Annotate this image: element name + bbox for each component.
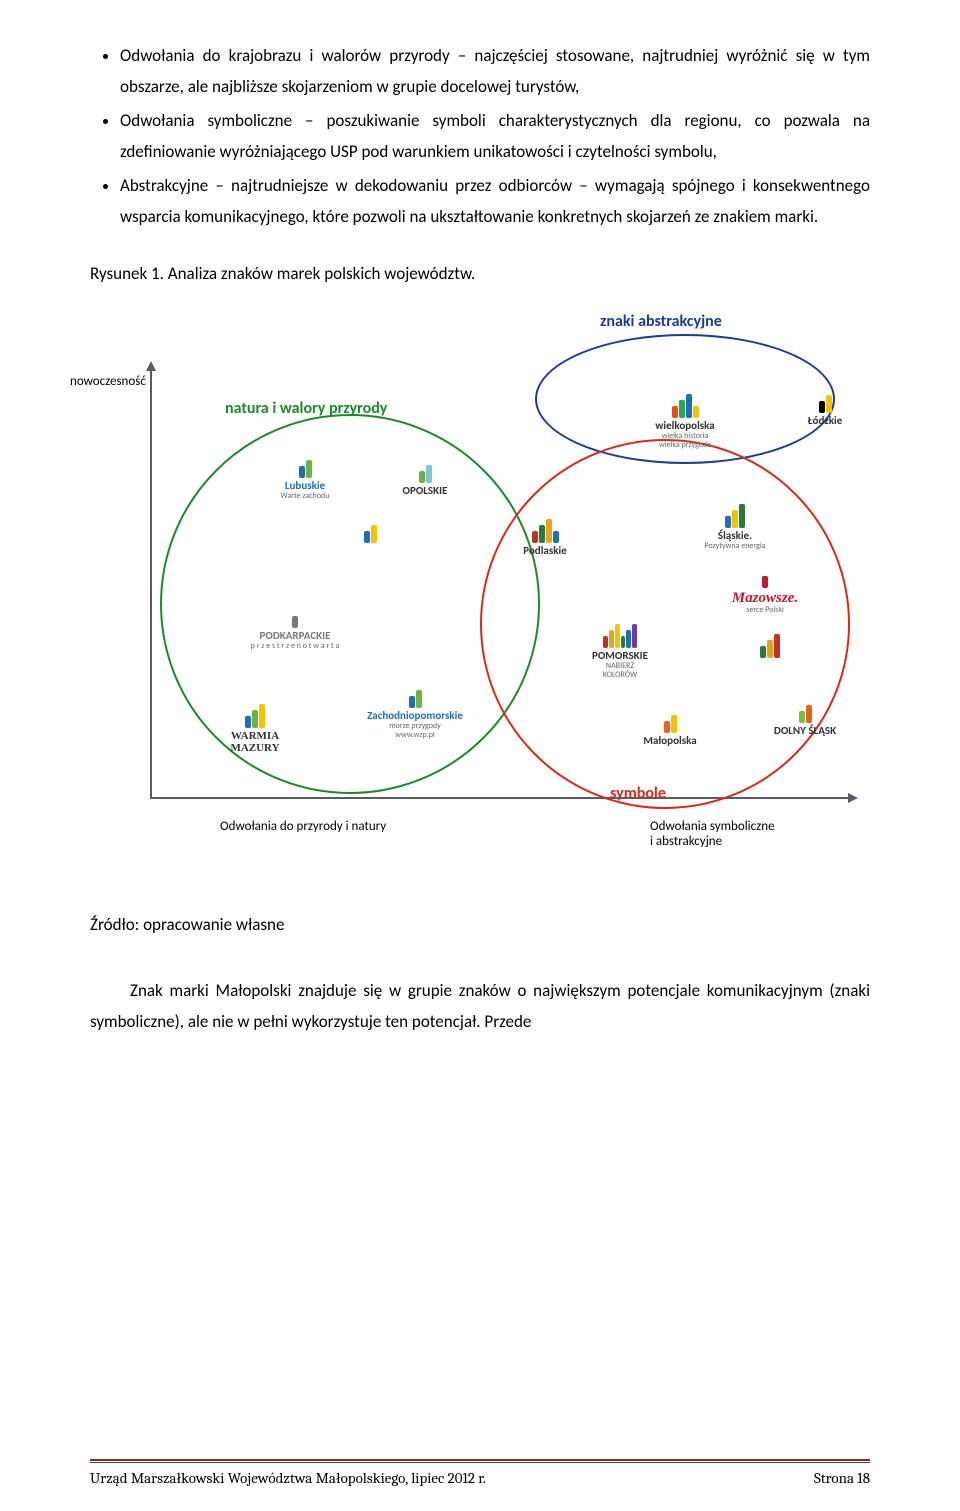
logo-text: Małopolska bbox=[615, 735, 725, 747]
logo-icon bbox=[753, 634, 787, 658]
logo-icon bbox=[278, 604, 312, 628]
x-axis bbox=[150, 797, 850, 799]
footer-rule bbox=[90, 1459, 870, 1463]
logo-subtext: Pozytywna energia bbox=[680, 542, 790, 551]
logo-mazowsze: Mazowsze.serce Polski bbox=[710, 564, 820, 615]
closing-paragraph: Znak marki Małopolski znajduje się w gru… bbox=[90, 975, 870, 1038]
bullet-item: Abstrakcyjne – najtrudniejsze w dekodowa… bbox=[120, 170, 870, 233]
logo-icon bbox=[603, 624, 637, 648]
logo-podkarpackie: PODKARPACKIEp r z e s t r z e ń o t w a … bbox=[240, 604, 350, 651]
group-label-abstract: znaki abstrakcyjne bbox=[600, 312, 722, 331]
source-text: Źródło: opracowanie własne bbox=[90, 914, 870, 935]
logo-icon bbox=[408, 459, 442, 483]
x-axis-right-label: Odwołania symboliczne i abstrakcyjne bbox=[650, 819, 775, 849]
logo-malopolska: Małopolska bbox=[615, 709, 725, 747]
logo-subtext: wielka historia wielka przygoda bbox=[630, 432, 740, 450]
y-axis-label: nowoczesność bbox=[70, 374, 146, 389]
figure-caption: Rysunek 1. Analiza znaków marek polskich… bbox=[90, 263, 870, 284]
logo-icon bbox=[808, 389, 842, 413]
logo-icon bbox=[788, 699, 822, 723]
logo-text: Podlaskie bbox=[490, 545, 600, 557]
logo-subtext: Warte zachodu bbox=[250, 492, 360, 501]
bullet-list: Odwołania do krajobrazu i walorów przyro… bbox=[90, 40, 870, 233]
bullet-item: Odwołania do krajobrazu i walorów przyro… bbox=[120, 40, 870, 103]
footer-right: Strona 18 bbox=[814, 1469, 870, 1487]
logo-icon bbox=[398, 684, 432, 708]
logo-icon bbox=[528, 519, 562, 543]
logo-text: Zachodniopomorskie bbox=[360, 710, 470, 722]
logo-slaskie: Śląskie.Pozytywna energia bbox=[680, 504, 790, 551]
logo-subtext: morze przygody www.wzp.pl bbox=[360, 722, 470, 740]
logo-podlaskie: Podlaskie bbox=[490, 519, 600, 557]
logo-text: Mazowsze. bbox=[710, 590, 820, 607]
diagram: nowoczesność Odwołania do przyrody i nat… bbox=[90, 304, 870, 884]
logo-kujawsko bbox=[315, 519, 425, 545]
logo-warmia: WARMIA MAZURY bbox=[200, 704, 310, 754]
logo-icon bbox=[718, 504, 752, 528]
logo-subtext: serce Polski bbox=[710, 606, 820, 615]
logo-icon bbox=[353, 519, 387, 543]
logo-icon bbox=[748, 564, 782, 588]
logo-text: WARMIA MAZURY bbox=[200, 730, 310, 754]
logo-text: DOLNY ŚLĄSK bbox=[750, 725, 860, 737]
bullet-item: Odwołania symboliczne – poszukiwanie sym… bbox=[120, 105, 870, 168]
footer-left: Urząd Marszałkowski Województwa Małopols… bbox=[90, 1469, 486, 1487]
logo-text: wielkopolska bbox=[630, 420, 740, 432]
logo-pomorskie: POMORSKIENABIERZ KOLORÓW bbox=[565, 624, 675, 680]
logo-text: Łódzkie bbox=[770, 415, 880, 427]
logo-dolnyslask: DOLNY ŚLĄSK bbox=[750, 699, 860, 737]
logo-text: Lubuskie bbox=[250, 480, 360, 492]
logo-zachodniopomorskie: Zachodniopomorskiemorze przygody www.wzp… bbox=[360, 684, 470, 740]
x-axis-left-label: Odwołania do przyrody i natury bbox=[220, 819, 386, 834]
logo-subtext: NABIERZ KOLORÓW bbox=[565, 662, 675, 680]
logo-icon bbox=[668, 394, 702, 418]
logo-lodzkie: Łódzkie bbox=[770, 389, 880, 427]
y-axis bbox=[150, 369, 152, 799]
logo-wielkopolska: wielkopolskawielka historia wielka przyg… bbox=[630, 394, 740, 450]
logo-lubuskie: LubuskieWarte zachodu bbox=[250, 454, 360, 501]
logo-icon bbox=[238, 704, 272, 728]
page-footer: Urząd Marszałkowski Województwa Małopols… bbox=[90, 1459, 870, 1487]
logo-swietokrzyskie bbox=[715, 634, 825, 660]
logo-opolskie: OPOLSKIE bbox=[370, 459, 480, 497]
logo-text: OPOLSKIE bbox=[370, 485, 480, 497]
logo-icon bbox=[653, 709, 687, 733]
logo-icon bbox=[288, 454, 322, 478]
logo-text: Śląskie. bbox=[680, 530, 790, 542]
logo-subtext: p r z e s t r z e ń o t w a r t a bbox=[240, 642, 350, 651]
logo-text: PODKARPACKIE bbox=[240, 630, 350, 642]
logo-text: POMORSKIE bbox=[565, 650, 675, 662]
